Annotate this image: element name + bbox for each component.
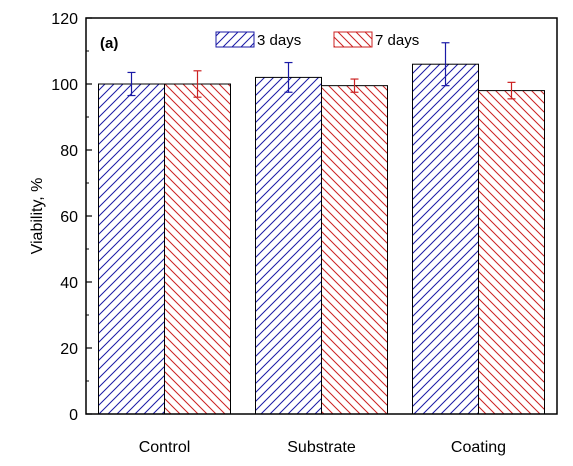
legend-label-3-days: 3 days	[257, 32, 301, 49]
y-tick-label: 20	[60, 341, 78, 358]
y-axis: 0 20 40 60 80 100 120	[51, 11, 92, 424]
bar-coating-7-days	[478, 90, 545, 415]
legend: 3 days 7 days	[215, 31, 419, 49]
legend-label-7-days: 7 days	[375, 32, 419, 49]
x-category-label: Substrate	[287, 439, 356, 456]
x-category-label: Control	[139, 439, 191, 456]
plot-frame	[85, 17, 558, 415]
y-tick-label: 60	[60, 209, 78, 226]
y-tick-label: 80	[60, 143, 78, 160]
panel-label: (a)	[100, 35, 118, 52]
error-bars	[127, 42, 516, 100]
x-category-label: Coating	[451, 439, 506, 456]
y-tick-label: 100	[51, 77, 78, 94]
legend-swatch-7-days	[333, 31, 373, 48]
bar-control-3-days	[98, 83, 165, 415]
bar-substrate-3-days	[255, 76, 322, 415]
bar-substrate-7-days	[321, 85, 388, 415]
x-axis: Control Substrate Coating	[139, 439, 506, 456]
bar-control-7-days	[164, 83, 231, 415]
bars	[98, 63, 545, 415]
y-tick-label: 40	[60, 275, 78, 292]
legend-swatch-3-days	[215, 31, 255, 48]
y-tick-label: 0	[69, 407, 78, 424]
y-tick-label: 120	[51, 11, 78, 28]
y-axis-title: Viability, %	[29, 178, 46, 255]
bar-coating-3-days	[412, 63, 479, 415]
